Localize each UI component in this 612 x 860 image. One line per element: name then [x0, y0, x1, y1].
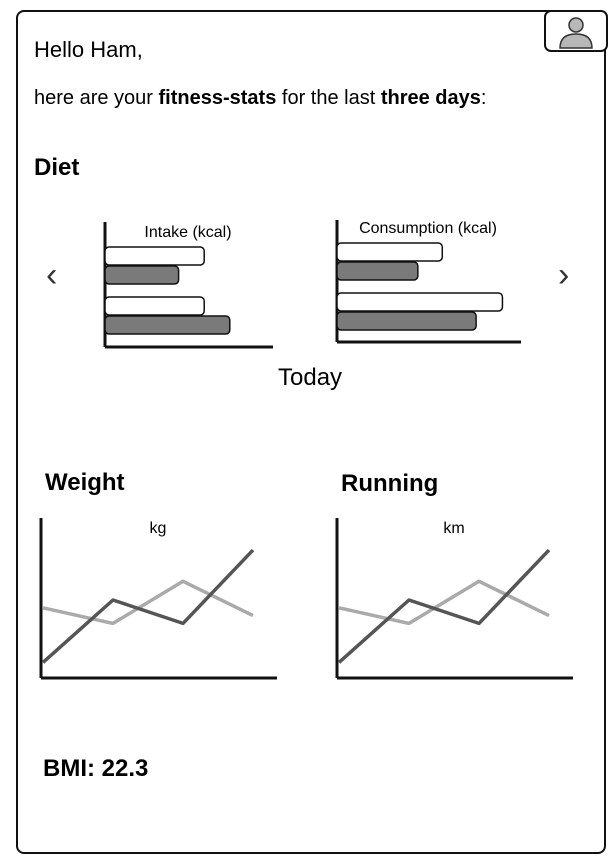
bar-group1-series1: [104, 246, 205, 266]
weight-heading: Weight: [45, 469, 125, 496]
series-line-2: [337, 548, 551, 664]
period-label: Today: [278, 364, 343, 391]
weight-chart: kg: [39, 518, 277, 680]
series-line-1: [42, 579, 254, 626]
intro-bold-stats: fitness-stats: [158, 87, 277, 109]
greeting-text: Hello Ham,: [34, 37, 143, 62]
card-frame: [16, 10, 606, 854]
bar-group2-series1: [336, 292, 504, 312]
chart-unit-label: km: [443, 520, 464, 537]
avatar-button[interactable]: [544, 10, 608, 52]
intro-text: here are your fitness-stats for the last…: [34, 87, 486, 110]
user-avatar-icon: [559, 17, 593, 49]
consumption-chart: Consumption (kcal): [335, 220, 521, 344]
intro-prefix: here are your: [34, 87, 159, 109]
running-heading: Running: [341, 470, 439, 497]
intro-suffix: :: [480, 87, 487, 109]
chevron-right-icon[interactable]: ›: [558, 256, 570, 294]
intake-chart: Intake (kcal): [103, 222, 273, 349]
series-line-2: [41, 548, 255, 664]
chart-title: Consumption (kcal): [359, 220, 497, 237]
chevron-left-icon[interactable]: ‹: [46, 256, 58, 294]
series-line-1: [338, 579, 550, 626]
bar-group1-series2: [104, 265, 180, 285]
bar-group2-series2: [104, 315, 231, 335]
bar-group1-series2: [336, 261, 419, 281]
intro-middle: for the last: [276, 87, 381, 109]
bar-group2-series1: [104, 296, 205, 316]
bmi-value: BMI: 22.3: [43, 755, 149, 782]
bar-group1-series1: [336, 242, 444, 262]
bar-group2-series2: [336, 311, 477, 331]
chart-title: Intake (kcal): [144, 224, 231, 241]
chart-unit-label: kg: [150, 520, 167, 537]
diet-heading: Diet: [34, 154, 80, 181]
intro-bold-days: three days: [380, 87, 481, 109]
running-chart: km: [335, 518, 573, 680]
